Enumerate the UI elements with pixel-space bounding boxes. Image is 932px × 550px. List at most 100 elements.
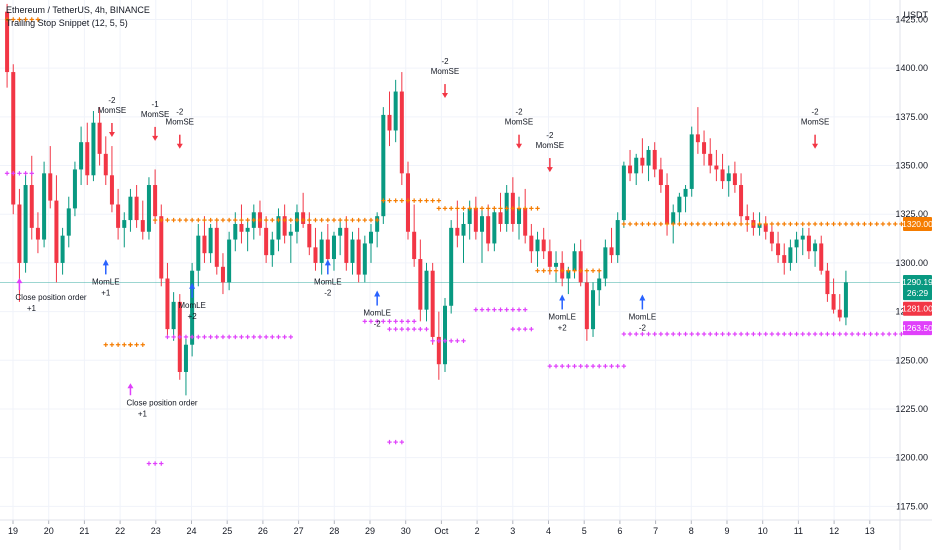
candle-body[interactable]	[116, 204, 121, 228]
candle-body[interactable]	[665, 185, 670, 224]
candle-body[interactable]	[424, 270, 429, 310]
candle-body[interactable]	[769, 231, 774, 244]
candle-body[interactable]	[788, 247, 793, 263]
candle-body[interactable]	[239, 223, 244, 232]
candle-body[interactable]	[288, 231, 293, 236]
candle-body[interactable]	[430, 270, 435, 337]
candle-body[interactable]	[467, 208, 472, 224]
candle-body[interactable]	[220, 266, 225, 283]
candle-body[interactable]	[745, 216, 750, 221]
candle-body[interactable]	[535, 239, 540, 252]
candle-body[interactable]	[572, 251, 577, 271]
candle-body[interactable]	[412, 231, 417, 260]
candle-body[interactable]	[171, 301, 176, 330]
candle-body[interactable]	[782, 255, 787, 263]
candle-body[interactable]	[362, 243, 367, 275]
candle-body[interactable]	[208, 227, 213, 254]
candle-body[interactable]	[566, 270, 571, 279]
candle-body[interactable]	[442, 305, 448, 365]
candle-body[interactable]	[146, 185, 151, 232]
candle-body[interactable]	[554, 262, 559, 267]
candle-body[interactable]	[270, 239, 275, 256]
candle-body[interactable]	[695, 134, 700, 143]
candle-body[interactable]	[60, 235, 65, 263]
candle-body[interactable]	[418, 259, 423, 310]
candle-body[interactable]	[387, 114, 392, 131]
candle-body[interactable]	[350, 239, 355, 263]
candle-body[interactable]	[800, 235, 805, 240]
candle-body[interactable]	[214, 227, 219, 267]
candle-body[interactable]	[344, 227, 349, 263]
price-tag[interactable]	[903, 286, 932, 301]
candle-body[interactable]	[449, 227, 454, 306]
candle-body[interactable]	[813, 243, 818, 252]
candle-body[interactable]	[227, 239, 232, 283]
candle-body[interactable]	[825, 270, 830, 295]
candle-body[interactable]	[708, 153, 713, 166]
candle-body[interactable]	[122, 220, 127, 228]
candle-body[interactable]	[480, 216, 485, 232]
candle-body[interactable]	[517, 208, 522, 224]
candle-body[interactable]	[381, 114, 386, 217]
candle-body[interactable]	[72, 169, 77, 209]
candle-body[interactable]	[837, 309, 842, 318]
candle-body[interactable]	[54, 200, 59, 263]
price-tag[interactable]	[903, 275, 932, 290]
candle-body[interactable]	[486, 216, 491, 244]
candle-body[interactable]	[331, 235, 336, 260]
candle-body[interactable]	[66, 208, 71, 236]
candle-body[interactable]	[35, 227, 40, 240]
candle-body[interactable]	[319, 239, 324, 263]
candle-body[interactable]	[399, 91, 404, 174]
candle-body[interactable]	[128, 196, 133, 221]
candle-body[interactable]	[689, 134, 694, 189]
candle-body[interactable]	[609, 247, 614, 256]
candle-body[interactable]	[11, 72, 16, 205]
candle-body[interactable]	[85, 142, 90, 176]
candle-body[interactable]	[726, 173, 731, 182]
candle-body[interactable]	[190, 270, 195, 345]
candle-body[interactable]	[529, 235, 534, 252]
candle-body[interactable]	[282, 216, 287, 236]
candle-body[interactable]	[646, 149, 651, 166]
candle-body[interactable]	[196, 235, 201, 271]
price-tag[interactable]	[903, 321, 932, 336]
candle-body[interactable]	[702, 142, 707, 154]
candle-body[interactable]	[461, 223, 466, 236]
candle-body[interactable]	[325, 239, 330, 260]
candle-body[interactable]	[683, 188, 688, 197]
candle-body[interactable]	[153, 185, 158, 217]
candle-body[interactable]	[584, 282, 589, 330]
candle-body[interactable]	[245, 227, 250, 232]
candle-body[interactable]	[455, 227, 460, 236]
candle-body[interactable]	[720, 169, 725, 182]
candle-body[interactable]	[819, 243, 824, 271]
candle-body[interactable]	[621, 165, 626, 221]
candle-body[interactable]	[473, 208, 478, 232]
candle-body[interactable]	[183, 344, 188, 372]
candle-body[interactable]	[375, 216, 380, 232]
candle-body[interactable]	[5, 11, 10, 73]
candle-body[interactable]	[677, 196, 682, 213]
candle-body[interactable]	[109, 175, 114, 205]
candle-body[interactable]	[615, 220, 620, 256]
candle-body[interactable]	[640, 157, 645, 166]
candle-body[interactable]	[739, 185, 744, 217]
candle-body[interactable]	[159, 216, 164, 279]
candle-body[interactable]	[233, 223, 238, 240]
candle-body[interactable]	[307, 223, 312, 248]
candle-body[interactable]	[276, 216, 281, 240]
candle-body[interactable]	[831, 294, 836, 310]
candle-body[interactable]	[634, 157, 639, 174]
candle-body[interactable]	[547, 251, 552, 267]
candle-body[interactable]	[714, 165, 719, 170]
candle-body[interactable]	[356, 239, 361, 275]
candle-body[interactable]	[498, 212, 503, 224]
candle-body[interactable]	[776, 243, 781, 256]
candle-body[interactable]	[17, 204, 22, 263]
candle-body[interactable]	[578, 251, 583, 283]
candle-body[interactable]	[806, 235, 811, 252]
candle-body[interactable]	[23, 185, 28, 263]
candle-body[interactable]	[202, 235, 207, 254]
